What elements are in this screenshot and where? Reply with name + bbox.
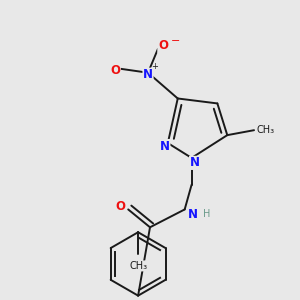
Text: N: N	[143, 68, 153, 81]
Text: CH₃: CH₃	[129, 261, 147, 271]
Text: O: O	[110, 64, 120, 77]
Text: +: +	[152, 62, 158, 71]
Text: −: −	[171, 36, 180, 46]
Text: O: O	[158, 40, 168, 52]
Text: H: H	[203, 209, 210, 219]
Text: N: N	[188, 208, 198, 221]
Text: CH₃: CH₃	[257, 125, 275, 135]
Text: N: N	[190, 156, 200, 170]
Text: N: N	[160, 140, 170, 152]
Text: O: O	[115, 200, 125, 213]
